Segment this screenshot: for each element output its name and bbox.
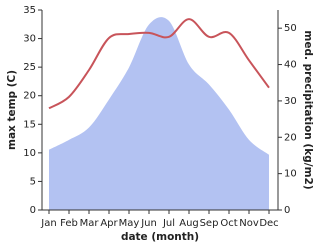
y2-tick-label: 0: [284, 205, 290, 216]
y-tick-label: 20: [23, 91, 36, 102]
x-tick-label: May: [119, 218, 140, 229]
y-tick-label: 35: [23, 5, 36, 16]
y-tick-label: 10: [23, 148, 36, 159]
x-tick-label: Sep: [200, 218, 219, 229]
y2-tick-label: 50: [284, 23, 297, 34]
x-tick-label: Apr: [100, 218, 118, 229]
x-tick-label: Nov: [239, 218, 259, 229]
x-tick-label: Jul: [162, 218, 175, 229]
x-tick-label: Jan: [40, 218, 56, 229]
y-tick-label: 0: [30, 205, 36, 216]
temp-line: [48, 18, 270, 110]
y-tick-label: 30: [23, 34, 36, 45]
x-tick-label: Oct: [220, 218, 237, 229]
y2-axis-label: med. precipitation (kg/m2): [302, 30, 314, 189]
y-axis-label: max temp (C): [6, 70, 18, 150]
precipitation-area: [49, 17, 269, 210]
x-tick-label: Mar: [80, 218, 100, 229]
y-tick-label: 15: [23, 119, 36, 130]
x-tick-label: Dec: [259, 218, 278, 229]
y2-tick-label: 20: [284, 132, 297, 143]
x-tick-label: Feb: [60, 218, 78, 229]
y2-tick-label: 40: [284, 60, 297, 71]
y-tick-label: 5: [30, 176, 36, 187]
y2-tick-label: 30: [284, 96, 297, 107]
x-axis-label: date (month): [121, 231, 199, 243]
x-tick-label: Jun: [140, 218, 157, 229]
y-tick-label: 25: [23, 62, 36, 73]
x-tick-label: Aug: [179, 218, 199, 229]
y2-tick-label: 10: [284, 169, 297, 180]
